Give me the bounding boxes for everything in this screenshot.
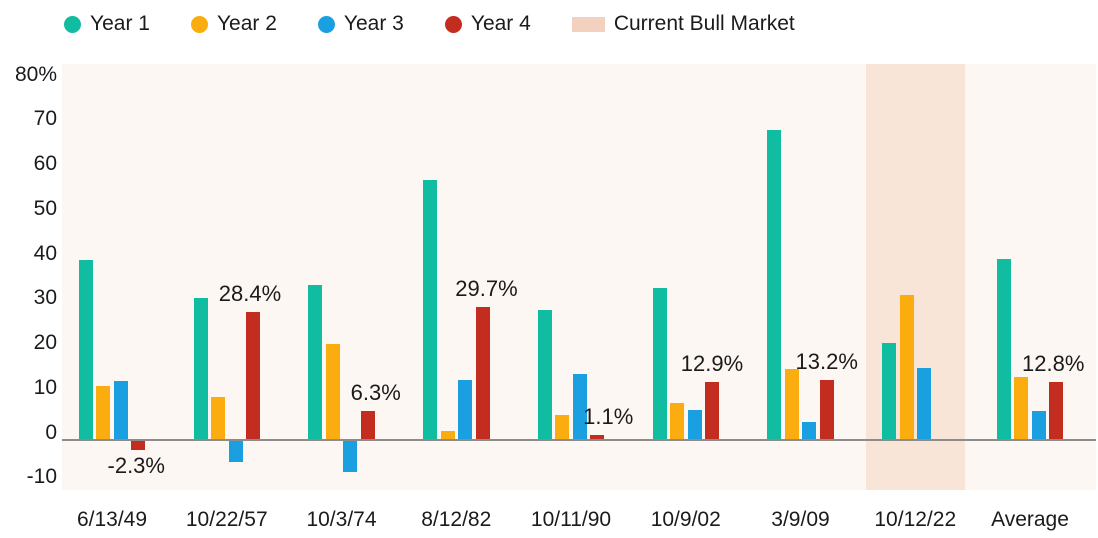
legend-band-swatch (571, 16, 605, 32)
y-tick-label: 10 (33, 375, 57, 399)
current-bull-market-band (865, 64, 965, 490)
bar-year-3 (343, 439, 358, 472)
bar-year-2 (670, 402, 684, 440)
y-tick-label: 40 (33, 241, 57, 265)
bar-year-1 (537, 310, 552, 440)
legend-item: Year 3 (317, 12, 404, 36)
legend-item: Current Bull Market (571, 12, 795, 36)
x-category-label: 3/9/09 (771, 508, 830, 531)
bar-year-1 (767, 130, 782, 440)
legend: Year 1 Year 2 Year 3 Year 4 Current Bull Mar… (64, 9, 795, 39)
legend-item-label: Year 2 (216, 12, 277, 35)
legend-item: Year 1 (64, 12, 150, 36)
legend-dot-icon (64, 15, 81, 33)
bar-year-2 (1014, 376, 1029, 440)
bar-year-4 (360, 411, 375, 440)
legend-item: Year 2 (190, 12, 277, 36)
y-tick-label: 20 (33, 331, 57, 354)
value-annotation: -2.3% (107, 452, 165, 478)
y-tick-label: 70 (33, 107, 57, 131)
y-tick-label: -10 (26, 465, 57, 489)
zero-axis-line (62, 438, 1096, 441)
bar-year-4 (590, 434, 605, 440)
x-category-label: 10/3/74 (306, 508, 377, 531)
bar-year-4 (1049, 382, 1064, 440)
bar-year-2 (784, 368, 799, 440)
y-tick-label: 60 (33, 152, 57, 175)
value-annotation: 12.8% (1022, 351, 1085, 377)
x-category-label: 10/9/02 (650, 508, 721, 531)
y-tick-label: 30 (33, 286, 57, 310)
bar-year-3 (917, 367, 931, 440)
legend-item-label: Year 4 (470, 12, 531, 35)
bar-year-4 (131, 439, 146, 450)
legend-dot-icon (317, 15, 335, 33)
value-annotation: 28.4% (218, 281, 282, 307)
bar-year-1 (193, 298, 208, 440)
bar-year-3 (687, 409, 702, 440)
value-annotation: 1.1% (583, 403, 634, 429)
legend-dot-icon (444, 15, 462, 33)
legend-item-label: Year 1 (90, 12, 150, 35)
bar-year-3 (802, 422, 817, 440)
bar-year-4 (819, 380, 834, 440)
value-annotation: 13.2% (795, 349, 858, 375)
bar-year-4 (705, 381, 719, 440)
bar-year-4 (246, 312, 260, 440)
bar-year-4 (475, 306, 490, 440)
bar-year-3 (458, 379, 472, 440)
legend-item-label: Current Bull Market (613, 12, 795, 35)
x-category-label: Average (991, 508, 1069, 531)
legend-item-label: Year 3 (343, 12, 404, 35)
bar-year-3 (113, 380, 128, 440)
bar-year-3 (572, 374, 587, 440)
legend-item: Year 4 (444, 12, 531, 36)
bar-year-1 (882, 343, 896, 440)
x-category-label: 6/13/49 (76, 508, 148, 531)
y-tick-label: 0 (45, 420, 57, 444)
x-category-label: 8/12/82 (421, 508, 492, 531)
value-annotation: 29.7% (455, 275, 518, 301)
bar-year-2 (899, 294, 914, 440)
y-tick-label: 80% (14, 62, 57, 86)
x-category-label: 10/11/90 (530, 508, 612, 531)
value-annotation: 6.3% (350, 380, 401, 406)
legend-dot-icon (190, 15, 208, 33)
x-category-label: 10/12/22 (874, 508, 957, 531)
bar-year-2 (96, 385, 111, 440)
value-annotation: 12.9% (680, 350, 744, 376)
bar-year-3 (1031, 410, 1046, 440)
bar-year-1 (996, 259, 1011, 440)
bar-year-2 (325, 344, 340, 440)
bar-year-1 (78, 259, 93, 440)
bar-year-3 (228, 439, 243, 462)
bar-year-1 (308, 284, 323, 440)
bar-year-2 (440, 430, 455, 440)
x-category-label: 10/22/57 (185, 508, 268, 531)
y-tick-label: 50 (33, 196, 57, 220)
bar-year-2 (555, 414, 570, 440)
bar-year-1 (652, 288, 667, 440)
bar-year-1 (423, 179, 437, 440)
bar-year-2 (211, 396, 225, 440)
